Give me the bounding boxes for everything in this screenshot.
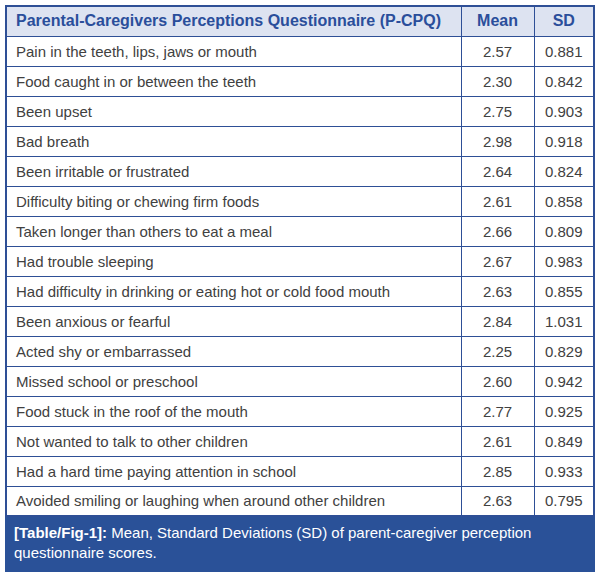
table-row: Bad breath2.980.918 [6,126,594,156]
row-mean-value: 2.30 [461,66,534,96]
row-sd-value: 0.849 [534,426,594,456]
row-sd-value: 0.829 [534,336,594,366]
row-mean-value: 2.25 [461,336,534,366]
row-sd-value: 0.855 [534,276,594,306]
table-row: Taken longer than others to eat a meal2.… [6,216,594,246]
row-mean-value: 2.67 [461,246,534,276]
row-mean-value: 2.61 [461,426,534,456]
table-row: Had a hard time paying attention in scho… [6,456,594,486]
row-sd-value: 0.903 [534,96,594,126]
row-mean-value: 2.84 [461,306,534,336]
table-figure: Parental-Caregivers Perceptions Question… [0,0,600,578]
table-row: Pain in the teeth, lips, jaws or mouth2.… [6,36,594,66]
row-item-label: Been irritable or frustrated [6,156,461,186]
row-mean-value: 2.77 [461,396,534,426]
row-item-label: Been upset [6,96,461,126]
table-row: Acted shy or embarrassed2.250.829 [6,336,594,366]
row-mean-value: 2.60 [461,366,534,396]
figure-caption: [Table/Fig-1]: Mean, Standard Deviations… [5,517,595,572]
row-item-label: Pain in the teeth, lips, jaws or mouth [6,36,461,66]
header-questionnaire-title: Parental-Caregivers Perceptions Question… [6,6,461,36]
row-sd-value: 0.842 [534,66,594,96]
row-item-label: Not wanted to talk to other children [6,426,461,456]
table-row: Had difficulty in drinking or eating hot… [6,276,594,306]
row-mean-value: 2.75 [461,96,534,126]
row-mean-value: 2.98 [461,126,534,156]
row-sd-value: 0.933 [534,456,594,486]
header-mean: Mean [461,6,534,36]
header-row: Parental-Caregivers Perceptions Question… [6,6,594,36]
row-sd-value: 0.824 [534,156,594,186]
caption-tag: [Table/Fig-1]: [14,524,107,541]
row-sd-value: 0.858 [534,186,594,216]
row-sd-value: 0.795 [534,486,594,516]
row-sd-value: 0.942 [534,366,594,396]
table-row: Avoided smiling or laughing when around … [6,486,594,516]
row-mean-value: 2.85 [461,456,534,486]
table-row: Food caught in or between the teeth2.300… [6,66,594,96]
row-mean-value: 2.61 [461,186,534,216]
row-sd-value: 0.881 [534,36,594,66]
row-sd-value: 0.918 [534,126,594,156]
table-row: Been upset2.750.903 [6,96,594,126]
row-item-label: Had trouble sleeping [6,246,461,276]
row-mean-value: 2.66 [461,216,534,246]
row-item-label: Food stuck in the roof of the mouth [6,396,461,426]
table-row: Difficulty biting or chewing firm foods2… [6,186,594,216]
row-sd-value: 0.809 [534,216,594,246]
row-item-label: Had a hard time paying attention in scho… [6,456,461,486]
table-row: Had trouble sleeping2.670.983 [6,246,594,276]
row-sd-value: 0.983 [534,246,594,276]
row-item-label: Difficulty biting or chewing firm foods [6,186,461,216]
row-item-label: Taken longer than others to eat a meal [6,216,461,246]
row-item-label: Acted shy or embarrassed [6,336,461,366]
row-item-label: Bad breath [6,126,461,156]
table-row: Missed school or preschool2.600.942 [6,366,594,396]
table-row: Not wanted to talk to other children2.61… [6,426,594,456]
table-row: Been irritable or frustrated2.640.824 [6,156,594,186]
table-row: Been anxious or fearful2.841.031 [6,306,594,336]
table-body: Pain in the teeth, lips, jaws or mouth2.… [6,36,594,516]
row-item-label: Had difficulty in drinking or eating hot… [6,276,461,306]
row-mean-value: 2.57 [461,36,534,66]
row-mean-value: 2.63 [461,276,534,306]
row-item-label: Missed school or preschool [6,366,461,396]
row-mean-value: 2.63 [461,486,534,516]
row-sd-value: 0.925 [534,396,594,426]
row-item-label: Been anxious or fearful [6,306,461,336]
header-sd: SD [534,6,594,36]
row-item-label: Food caught in or between the teeth [6,66,461,96]
row-sd-value: 1.031 [534,306,594,336]
table-row: Food stuck in the roof of the mouth2.770… [6,396,594,426]
row-item-label: Avoided smiling or laughing when around … [6,486,461,516]
row-mean-value: 2.64 [461,156,534,186]
pcpq-table: Parental-Caregivers Perceptions Question… [5,5,595,517]
